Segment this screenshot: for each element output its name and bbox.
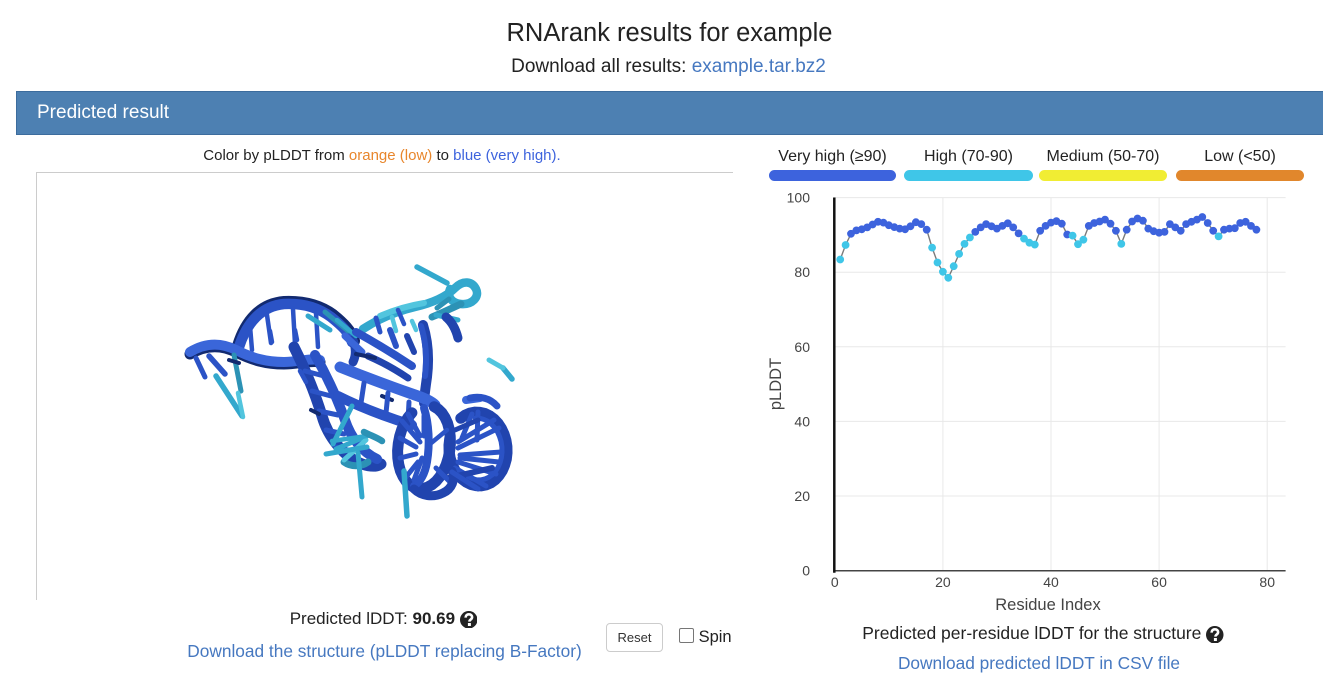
svg-text:20: 20 — [794, 488, 810, 504]
svg-text:pLDDT: pLDDT — [767, 358, 785, 410]
svg-text:60: 60 — [1151, 574, 1167, 590]
svg-text:100: 100 — [787, 190, 811, 206]
svg-text:40: 40 — [1043, 574, 1059, 590]
svg-text:60: 60 — [794, 339, 810, 355]
svg-text:40: 40 — [794, 413, 810, 429]
svg-text:80: 80 — [1259, 574, 1275, 590]
svg-text:80: 80 — [794, 264, 810, 280]
svg-text:Residue Index: Residue Index — [995, 596, 1101, 614]
svg-text:0: 0 — [802, 563, 810, 579]
svg-text:0: 0 — [831, 574, 839, 590]
svg-text:20: 20 — [935, 574, 951, 590]
